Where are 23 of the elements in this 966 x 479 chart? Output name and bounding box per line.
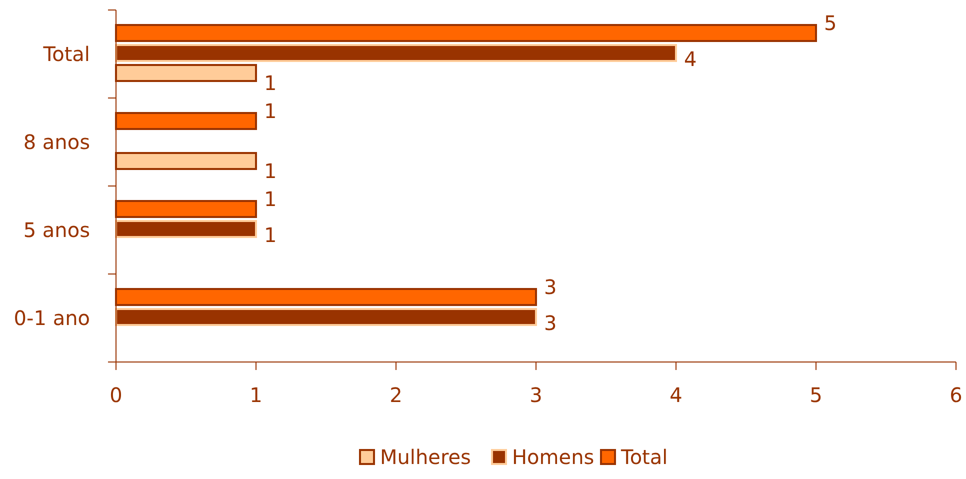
data-label: 1 [264,223,277,247]
x-tick-label: 0 [110,383,122,407]
legend-label: Mulheres [380,445,471,469]
x-tick-label: 6 [950,383,962,407]
y-tick-label: 0-1 ano [14,306,90,330]
y-tick-label: 5 anos [23,218,90,242]
data-label: 1 [264,187,277,211]
data-label: 1 [264,71,277,95]
data-label: 1 [264,159,277,183]
legend-label: Total [620,445,668,469]
legend-label: Homens [512,445,594,469]
x-tick-label: 5 [810,383,822,407]
x-tick-label: 4 [670,383,682,407]
y-tick-label: 8 anos [23,130,90,154]
data-label: 4 [684,47,697,71]
data-label: 5 [824,11,837,35]
x-tick-label: 2 [390,383,402,407]
data-label: 3 [544,275,557,299]
y-tick-label: Total [42,42,90,66]
data-label: 1 [264,99,277,123]
x-tick-label: 3 [530,383,542,407]
x-tick-label: 1 [250,383,262,407]
data-label: 3 [544,311,557,335]
